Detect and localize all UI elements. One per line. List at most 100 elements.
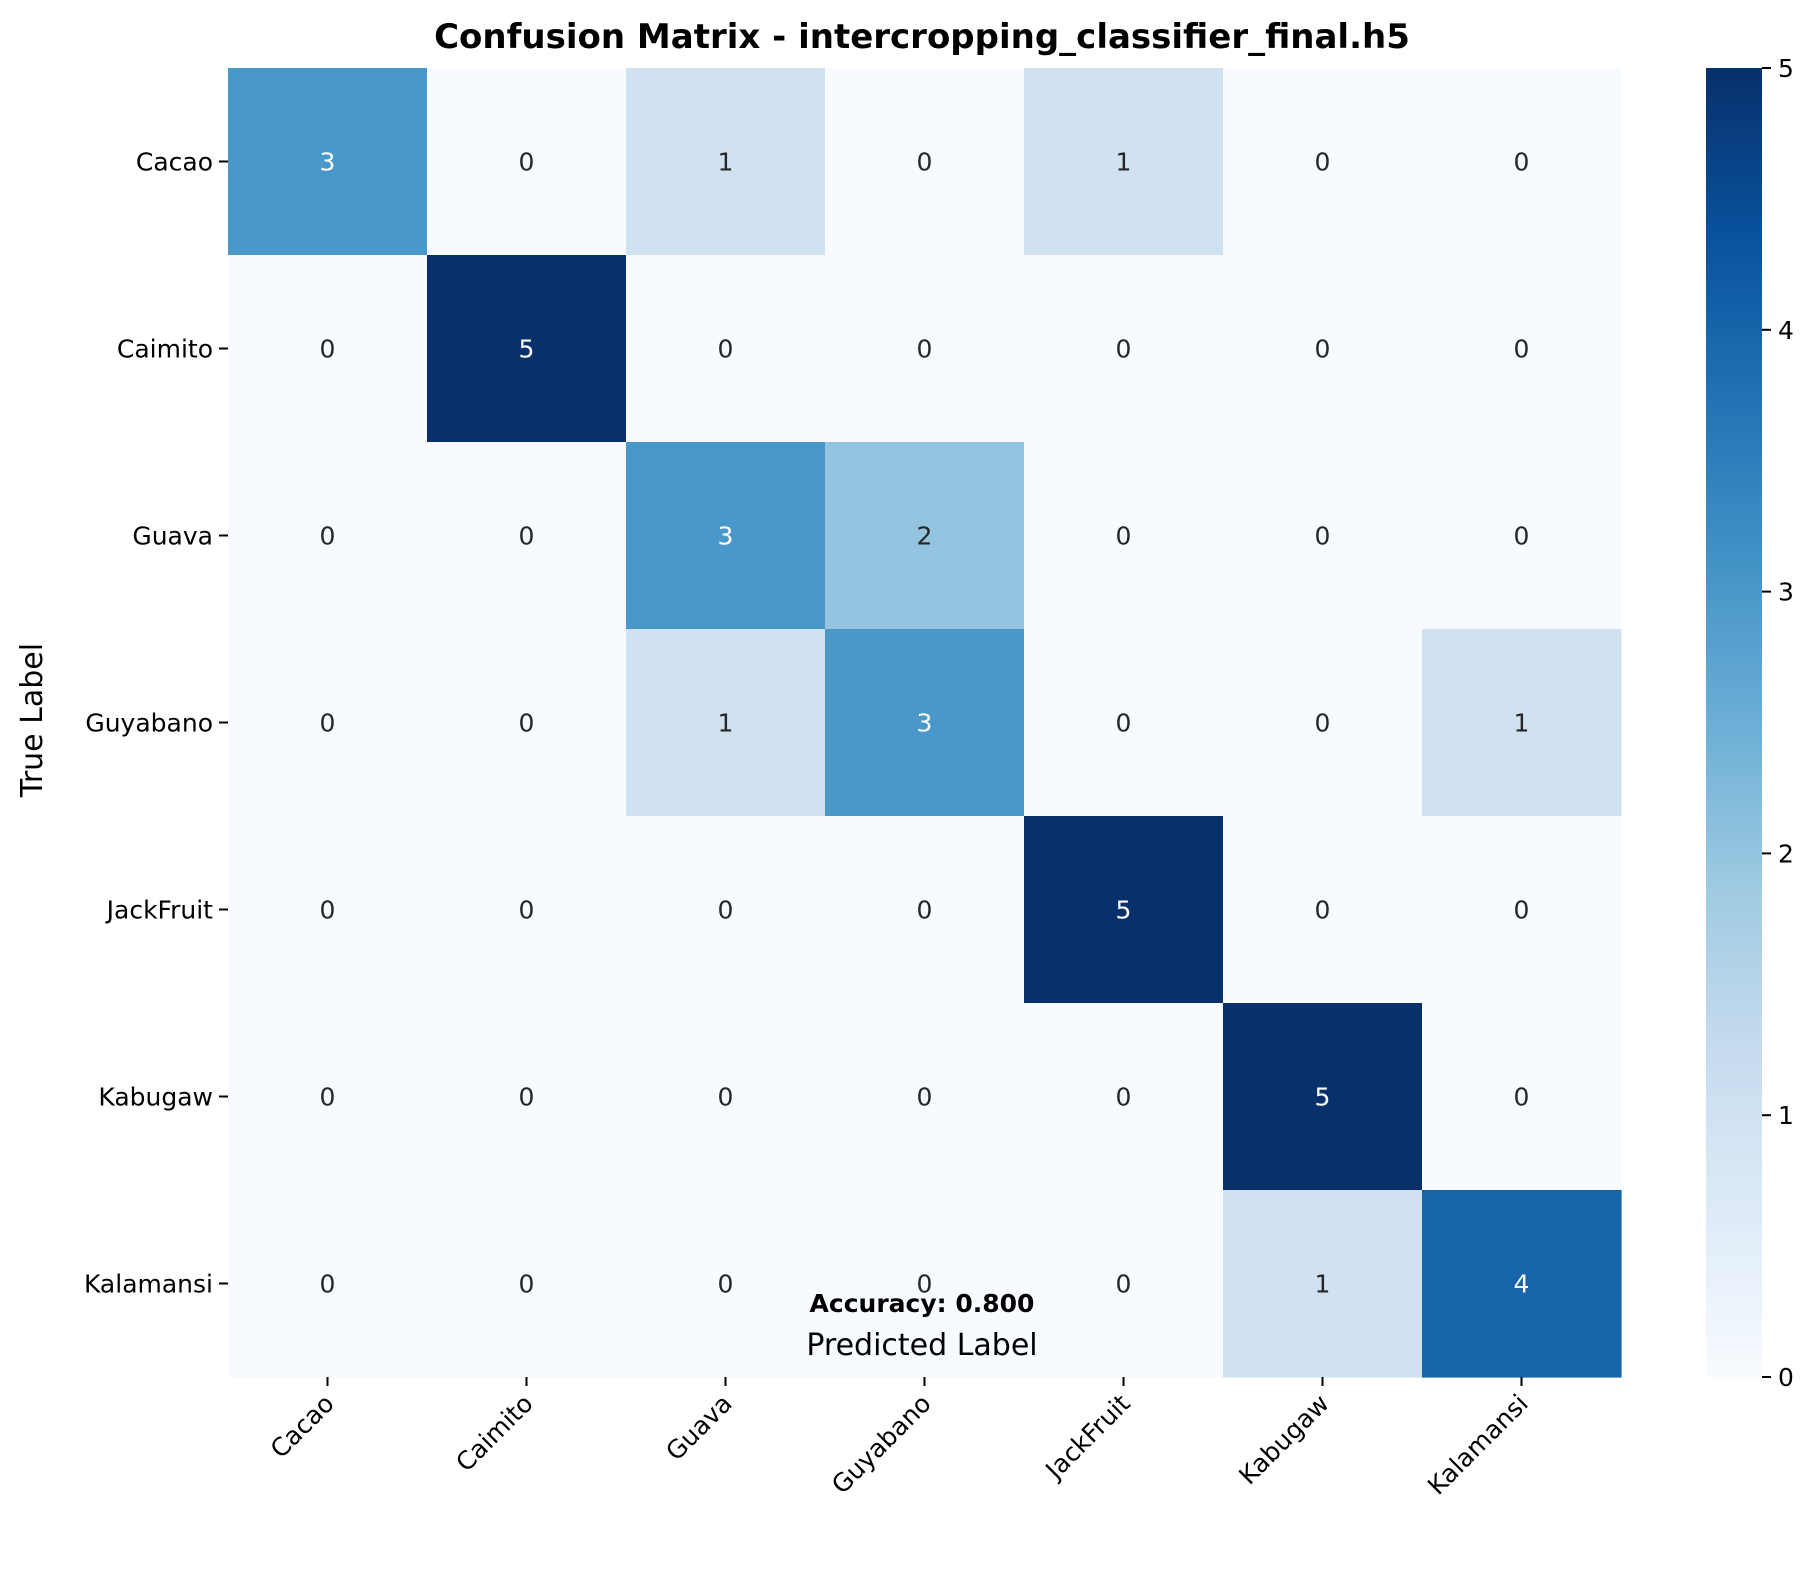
colorbar-tick-label: 3 <box>1778 578 1794 607</box>
cell-value-label: 0 <box>1514 522 1530 551</box>
cell-value-label: 1 <box>1116 148 1132 177</box>
heatmap-cell <box>427 442 627 630</box>
heatmap-cell <box>825 255 1025 443</box>
heatmap-cell <box>228 255 428 443</box>
y-tick-label: JackFruit <box>105 896 214 925</box>
heatmap-cell <box>1223 1003 1423 1191</box>
x-axis: Cacao Caimito Guava Guyabano JackFruit Kabuga… <box>265 1377 1534 1500</box>
cell-value-label: 0 <box>1315 335 1331 364</box>
cell-value-label: 0 <box>718 896 734 925</box>
cell-value-label: 0 <box>1315 148 1331 177</box>
heatmap-cell <box>1223 816 1423 1004</box>
x-tick-label: Kalamansi <box>1422 1389 1534 1501</box>
heatmap-cell <box>626 1190 826 1378</box>
y-axis-label: True Label <box>15 643 50 798</box>
heatmap-cell <box>825 442 1025 630</box>
x-tick-label: Cacao <box>265 1389 340 1464</box>
x-axis-label: Predicted Label <box>806 1328 1037 1363</box>
heatmap-cell <box>228 816 428 1004</box>
colorbar-tick-label: 1 <box>1778 1101 1794 1130</box>
chart-title: Confusion Matrix - intercropping_classif… <box>434 17 1410 57</box>
cell-value-label: 0 <box>917 896 933 925</box>
colorbar: 0 1 2 3 4 5 <box>1706 54 1794 1392</box>
cell-value-label: 5 <box>1315 1083 1331 1112</box>
cell-value-label: 0 <box>519 148 535 177</box>
heatmap-cell <box>825 816 1025 1004</box>
heatmap-cell <box>1223 442 1423 630</box>
y-tick-label: Cacao <box>136 148 213 177</box>
heatmap-cell <box>1422 255 1622 443</box>
cell-value-label: 0 <box>1514 335 1530 364</box>
heatmap-cell <box>1024 442 1224 630</box>
cell-value-label: 0 <box>1116 1270 1132 1299</box>
cell-value-label: 0 <box>1315 709 1331 738</box>
cell-value-label: 5 <box>519 335 535 364</box>
cell-value-label: 0 <box>1315 522 1331 551</box>
heatmap-cell <box>427 255 627 443</box>
heatmap-cell <box>427 1003 627 1191</box>
heatmap-cells <box>228 68 1622 1378</box>
cell-value-label: 0 <box>320 896 336 925</box>
cell-value-label: 0 <box>320 335 336 364</box>
cell-value-label: 0 <box>718 335 734 364</box>
heatmap-cell <box>626 629 826 817</box>
heatmap-cell <box>1422 1003 1622 1191</box>
cell-value-label: 3 <box>718 522 734 551</box>
heatmap-cell <box>427 68 627 256</box>
y-tick-label: Caimito <box>117 335 213 364</box>
cell-value-label: 0 <box>519 1083 535 1112</box>
heatmap-cell <box>1223 255 1423 443</box>
cell-value-label: 0 <box>917 1083 933 1112</box>
y-tick-label: Guava <box>132 522 213 551</box>
cell-value-label: 0 <box>1514 1083 1530 1112</box>
heatmap-cell <box>1024 1003 1224 1191</box>
colorbar-tick-label: 5 <box>1778 54 1794 83</box>
cell-value-label: 1 <box>1315 1270 1331 1299</box>
cell-value-label: 0 <box>1116 522 1132 551</box>
cell-value-label: 0 <box>519 709 535 738</box>
x-tick-label: Caimito <box>450 1389 538 1477</box>
cell-value-label: 0 <box>917 1270 933 1299</box>
cell-value-label: 0 <box>1514 896 1530 925</box>
cell-value-label: 0 <box>1116 709 1132 738</box>
cell-value-label: 1 <box>718 148 734 177</box>
heatmap-cell <box>626 442 826 630</box>
x-tick-label: Guyabano <box>826 1389 937 1500</box>
cell-value-label: 0 <box>1116 335 1132 364</box>
heatmap-cell <box>427 1190 627 1378</box>
heatmap-cell <box>825 629 1025 817</box>
heatmap-cell <box>1422 1190 1622 1378</box>
heatmap-cell <box>1422 629 1622 817</box>
y-tick-label: Guyabano <box>85 709 213 738</box>
heatmap-cell <box>626 255 826 443</box>
cell-value-label: 1 <box>718 709 734 738</box>
heatmap-cell <box>427 816 627 1004</box>
heatmap-cell <box>1024 255 1224 443</box>
cell-value-label: 0 <box>917 148 933 177</box>
cell-value-label: 0 <box>1315 896 1331 925</box>
x-tick-label: Guava <box>660 1389 738 1467</box>
heatmap-cell <box>228 442 428 630</box>
y-tick-label: Kalamansi <box>84 1270 213 1299</box>
cell-value-label: 1 <box>1514 709 1530 738</box>
heatmap-cell <box>1422 816 1622 1004</box>
heatmap-cell <box>1223 1190 1423 1378</box>
x-tick-label: Kabugaw <box>1233 1389 1335 1491</box>
heatmap-cell <box>1422 442 1622 630</box>
cell-value-label: 0 <box>519 1270 535 1299</box>
heatmap-cell <box>228 68 428 256</box>
cell-value-label: 0 <box>718 1270 734 1299</box>
heatmap-cell <box>427 629 627 817</box>
heatmap-cell <box>825 68 1025 256</box>
heatmap-cell <box>626 816 826 1004</box>
cell-value-label: 0 <box>519 896 535 925</box>
heatmap-cell <box>1024 1190 1224 1378</box>
heatmap-cell <box>1223 629 1423 817</box>
colorbar-tick-label: 4 <box>1778 316 1794 345</box>
cell-value-label: 5 <box>1116 896 1132 925</box>
colorbar-tick-label: 2 <box>1778 839 1794 868</box>
cell-value-label: 0 <box>519 522 535 551</box>
cell-value-label: 0 <box>320 1270 336 1299</box>
cell-value-label: 0 <box>320 709 336 738</box>
